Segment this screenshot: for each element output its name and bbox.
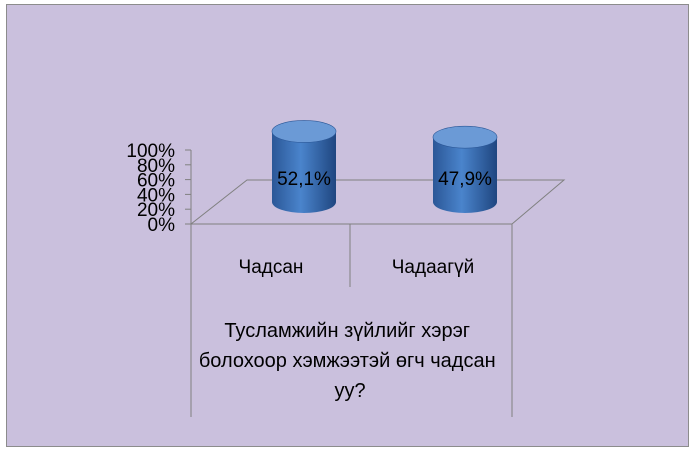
- x-axis-categories: Чадсан Чадаагүй: [239, 257, 475, 278]
- y-tick-label: 80%: [137, 156, 175, 177]
- y-tick-label: 20%: [137, 200, 175, 221]
- data-label: 52,1%: [277, 169, 331, 190]
- bar-top: [271, 120, 337, 143]
- x-axis-title-line-1: Тусламжийн зүйлийг хэрэг: [224, 320, 470, 342]
- y-axis-ticks: 0%20%40%60%80%100%: [126, 141, 191, 236]
- y-tick-label: 40%: [137, 185, 175, 206]
- bar-series: 52,1% 47,9%: [271, 120, 498, 213]
- x-axis-title-line-3: уу?: [334, 380, 365, 402]
- bar-chart: 0%20%40%60%80%100% 52,1% 47,9% Чадсан Чада…: [126, 120, 566, 417]
- chart-area: 0% 20% 40% 60% 80% 100% 52,1% 47,9% Чадсан Чада…: [6, 4, 689, 447]
- x-axis-title-line-2: болохоор хэмжээтэй өгч чадсан: [199, 350, 496, 372]
- x-axis-title: Тусламжийн зүйлийг хэрэг болохоор хэмжээ…: [199, 320, 501, 402]
- category-label: Чадсан: [239, 257, 304, 278]
- data-label: 47,9%: [438, 169, 492, 190]
- chart-floor: [189, 179, 566, 225]
- bar: 47,9%: [432, 125, 498, 213]
- bar-top: [432, 125, 498, 149]
- y-tick-label: 60%: [137, 171, 175, 192]
- bar-body: [272, 131, 336, 213]
- y-tick-label: 100%: [126, 141, 175, 162]
- bar-body: [433, 137, 497, 213]
- y-tick-label: 0%: [148, 215, 176, 236]
- bar: 52,1%: [271, 120, 337, 213]
- category-label: Чадаагүй: [392, 257, 475, 278]
